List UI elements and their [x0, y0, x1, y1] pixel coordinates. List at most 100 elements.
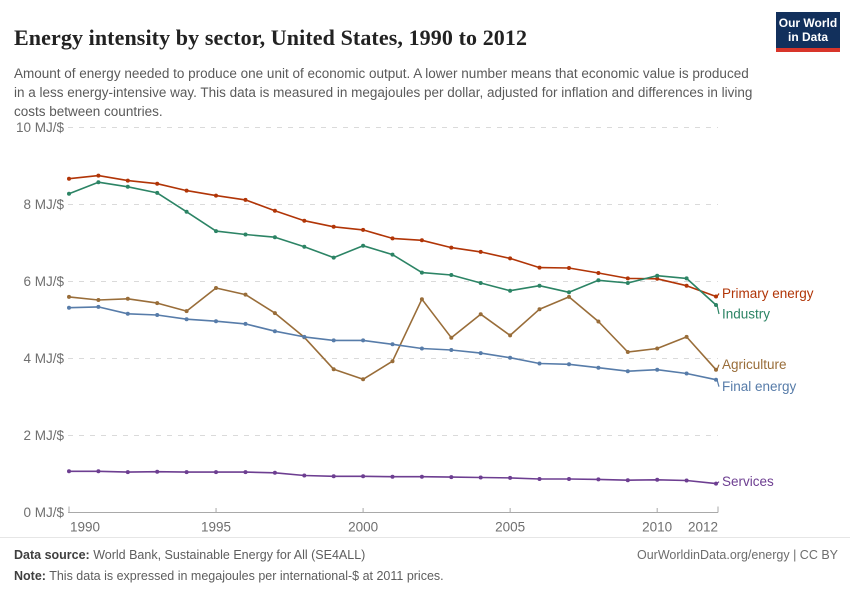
data-point[interactable]: [625, 369, 630, 374]
data-point[interactable]: [155, 301, 160, 306]
owid-license-link[interactable]: OurWorldinData.org/energy | CC BY: [636, 548, 838, 562]
data-point[interactable]: [272, 208, 277, 213]
data-point[interactable]: [272, 470, 277, 475]
data-point[interactable]: [67, 294, 71, 299]
series-line-industry[interactable]: [68, 181, 717, 306]
data-point[interactable]: [567, 266, 571, 270]
data-point[interactable]: [537, 307, 542, 312]
data-point[interactable]: [596, 319, 601, 324]
data-point[interactable]: [655, 367, 660, 372]
data-point[interactable]: [684, 478, 689, 483]
data-point[interactable]: [537, 361, 542, 366]
data-point[interactable]: [67, 191, 71, 196]
data-point[interactable]: [155, 469, 160, 474]
data-point[interactable]: [390, 359, 395, 364]
data-point[interactable]: [449, 245, 454, 250]
data-point[interactable]: [67, 469, 71, 474]
data-point[interactable]: [478, 312, 483, 317]
data-point[interactable]: [125, 184, 130, 189]
data-point[interactable]: [331, 255, 336, 260]
data-point[interactable]: [567, 477, 571, 481]
data-point[interactable]: [625, 276, 630, 281]
data-point[interactable]: [96, 173, 101, 178]
data-point[interactable]: [214, 470, 218, 475]
data-point[interactable]: [331, 367, 336, 372]
data-point[interactable]: [96, 180, 101, 185]
data-point[interactable]: [125, 296, 130, 301]
data-point[interactable]: [125, 178, 130, 183]
data-point[interactable]: [714, 481, 718, 486]
data-point[interactable]: [419, 270, 424, 275]
data-point[interactable]: [214, 229, 218, 234]
data-point[interactable]: [302, 334, 307, 339]
data-point[interactable]: [214, 193, 218, 198]
data-point[interactable]: [184, 209, 189, 214]
data-point[interactable]: [96, 298, 101, 302]
data-point[interactable]: [125, 470, 130, 475]
data-point[interactable]: [184, 188, 189, 193]
data-point[interactable]: [655, 276, 660, 281]
data-point[interactable]: [449, 475, 454, 480]
data-point[interactable]: [596, 477, 601, 482]
data-point[interactable]: [567, 294, 571, 299]
data-point[interactable]: [243, 292, 248, 297]
data-point[interactable]: [331, 474, 336, 479]
data-point[interactable]: [478, 351, 483, 356]
data-point[interactable]: [184, 470, 189, 475]
data-point[interactable]: [684, 371, 689, 376]
data-point[interactable]: [361, 474, 366, 479]
data-point[interactable]: [508, 333, 513, 338]
data-point[interactable]: [302, 244, 307, 249]
data-point[interactable]: [449, 348, 454, 352]
data-point[interactable]: [537, 477, 542, 481]
data-point[interactable]: [302, 473, 307, 478]
data-point[interactable]: [67, 176, 71, 181]
data-point[interactable]: [390, 252, 395, 257]
data-point[interactable]: [508, 475, 513, 480]
data-point[interactable]: [155, 313, 160, 317]
data-point[interactable]: [214, 319, 218, 324]
data-point[interactable]: [125, 311, 130, 316]
data-point[interactable]: [419, 238, 424, 243]
data-point[interactable]: [478, 249, 483, 254]
data-point[interactable]: [625, 350, 630, 354]
data-point[interactable]: [361, 243, 366, 248]
data-point[interactable]: [419, 297, 424, 302]
data-point[interactable]: [390, 474, 395, 479]
series-line-primary-energy[interactable]: [68, 174, 717, 298]
data-point[interactable]: [67, 305, 71, 310]
data-point[interactable]: [508, 256, 513, 261]
data-point[interactable]: [478, 281, 483, 285]
data-point[interactable]: [243, 197, 248, 202]
data-point[interactable]: [478, 475, 483, 480]
data-point[interactable]: [537, 265, 542, 270]
data-point[interactable]: [243, 470, 248, 475]
data-point[interactable]: [184, 317, 189, 322]
data-point[interactable]: [214, 286, 218, 290]
data-point[interactable]: [331, 224, 336, 229]
data-point[interactable]: [537, 283, 542, 288]
data-point[interactable]: [625, 281, 630, 285]
data-point[interactable]: [272, 311, 277, 316]
data-point[interactable]: [155, 190, 160, 195]
data-point[interactable]: [567, 362, 571, 367]
data-point[interactable]: [361, 338, 366, 343]
data-point[interactable]: [361, 377, 366, 382]
series-line-agriculture[interactable]: [68, 287, 717, 381]
data-point[interactable]: [155, 181, 160, 186]
owid-logo[interactable]: Our World in Data: [776, 12, 840, 52]
data-point[interactable]: [508, 288, 513, 293]
data-point[interactable]: [596, 365, 601, 370]
data-point[interactable]: [96, 469, 101, 474]
data-point[interactable]: [684, 334, 689, 339]
data-point[interactable]: [655, 477, 660, 482]
data-point[interactable]: [655, 273, 660, 278]
data-point[interactable]: [449, 273, 454, 277]
data-point[interactable]: [390, 236, 395, 241]
data-point[interactable]: [272, 329, 277, 334]
data-point[interactable]: [361, 227, 366, 232]
data-point[interactable]: [449, 335, 454, 340]
data-point[interactable]: [243, 232, 248, 237]
data-point[interactable]: [655, 346, 660, 351]
